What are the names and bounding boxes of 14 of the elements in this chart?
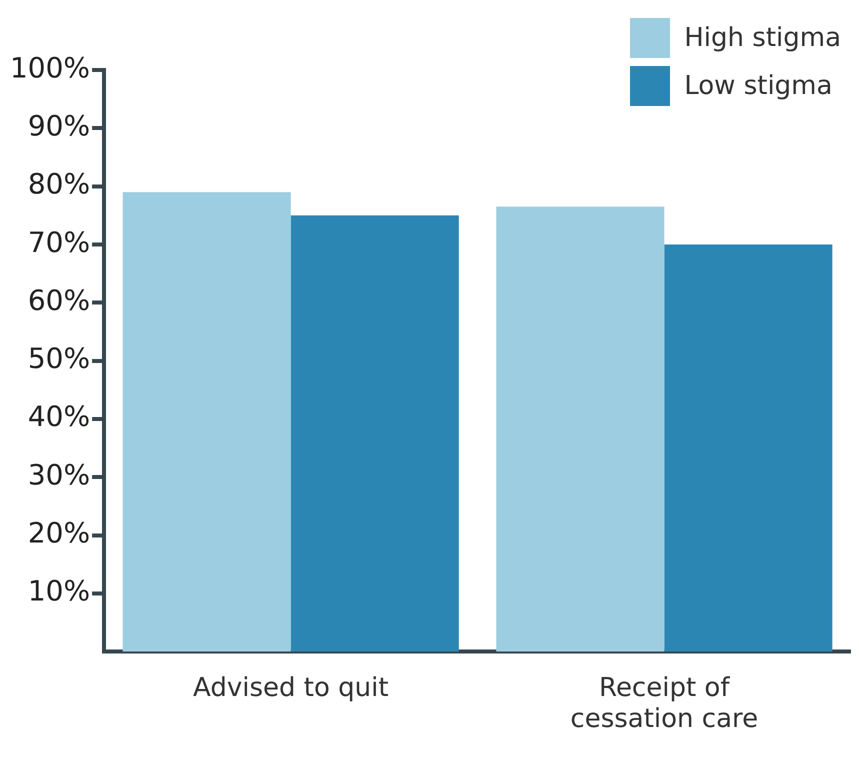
y-tick-label: 10% — [28, 574, 90, 608]
y-tick-label: 80% — [28, 168, 90, 201]
y-tick-label: 30% — [28, 458, 90, 492]
y-tick-label: 20% — [28, 516, 90, 550]
y-tick-label: 40% — [28, 400, 90, 434]
y-tick-label: 70% — [28, 226, 90, 259]
legend-label: High stigma — [684, 23, 841, 53]
x-tick-label: Advised to quit — [193, 672, 389, 703]
y-tick-label: 60% — [28, 284, 90, 317]
y-tick-label: 90% — [28, 109, 90, 142]
y-tick-label: 100% — [10, 51, 90, 84]
x-tick-label: Receipt of cessation care — [570, 672, 758, 734]
y-tick-label: 50% — [28, 342, 90, 376]
legend-label: Low stigma — [684, 71, 832, 101]
